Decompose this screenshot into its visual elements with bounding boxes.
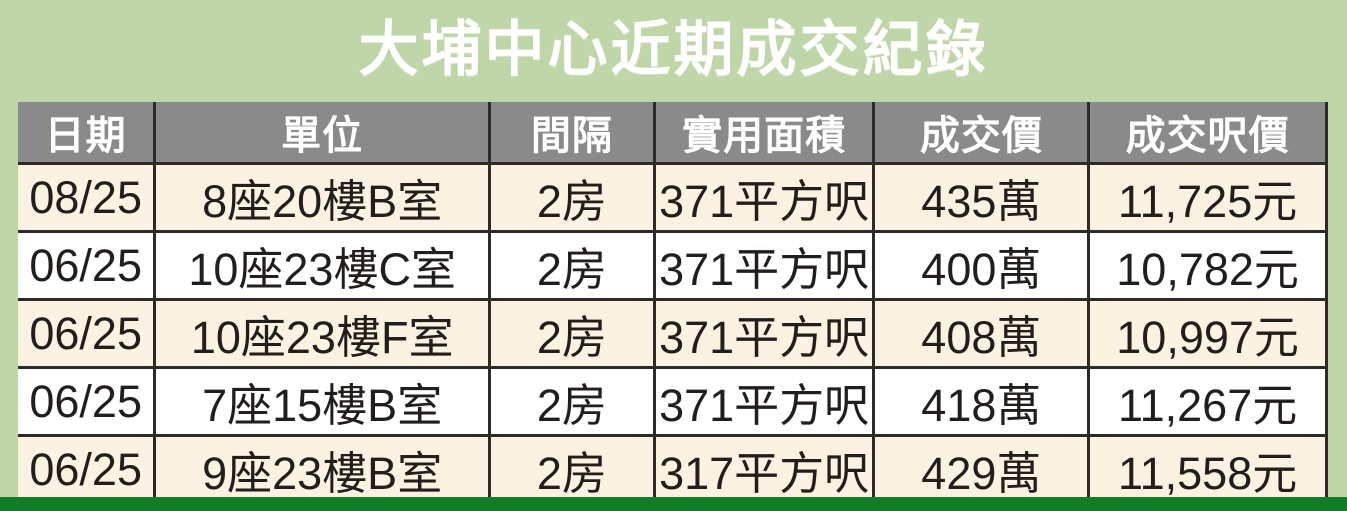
- cell-price: 429萬: [873, 435, 1091, 505]
- cell-layout: 2房: [489, 367, 656, 437]
- cell-date: 06/25: [18, 435, 157, 505]
- cell-date: 06/25: [18, 231, 157, 301]
- col-header-layout: 間隔: [489, 102, 656, 165]
- cell-date: 06/25: [18, 299, 157, 369]
- cell-date: 06/25: [18, 367, 157, 437]
- cell-price-psf: 10,997元: [1088, 299, 1328, 369]
- cell-usable-area: 371平方呎: [654, 231, 876, 301]
- table-row: 06/25 10座23樓C室 2房 371平方呎 400萬 10,782元: [18, 231, 1328, 301]
- cell-unit: 10座23樓C室: [154, 231, 491, 301]
- col-header-price-psf: 成交呎價: [1088, 102, 1328, 165]
- cell-date: 08/25: [18, 163, 157, 233]
- col-header-price: 成交價: [873, 102, 1091, 165]
- cell-usable-area: 317平方呎: [654, 435, 876, 505]
- cell-unit: 7座15樓B室: [154, 367, 491, 437]
- cell-usable-area: 371平方呎: [654, 163, 876, 233]
- cell-price: 418萬: [873, 367, 1091, 437]
- cell-price-psf: 11,725元: [1088, 163, 1328, 233]
- cell-price-psf: 11,558元: [1088, 435, 1328, 505]
- col-header-usable-area: 實用面積: [654, 102, 876, 165]
- transactions-table: 日期 單位 間隔 實用面積 成交價 成交呎價 08/25 8座20樓B室 2房 …: [18, 102, 1328, 505]
- cell-layout: 2房: [489, 299, 656, 369]
- table-row: 08/25 8座20樓B室 2房 371平方呎 435萬 11,725元: [18, 163, 1328, 233]
- table-row: 06/25 9座23樓B室 2房 317平方呎 429萬 11,558元: [18, 435, 1328, 505]
- table-row: 06/25 10座23樓F室 2房 371平方呎 408萬 10,997元: [18, 299, 1328, 369]
- cell-layout: 2房: [489, 435, 656, 505]
- cell-unit: 9座23樓B室: [154, 435, 491, 505]
- header-row: 日期 單位 間隔 實用面積 成交價 成交呎價: [18, 102, 1328, 165]
- table-row: 06/25 7座15樓B室 2房 371平方呎 418萬 11,267元: [18, 367, 1328, 437]
- col-header-unit: 單位: [154, 102, 491, 165]
- cell-layout: 2房: [489, 231, 656, 301]
- cell-layout: 2房: [489, 163, 656, 233]
- cell-price: 400萬: [873, 231, 1091, 301]
- cell-price-psf: 11,267元: [1088, 367, 1328, 437]
- col-header-date: 日期: [18, 102, 157, 165]
- cell-unit: 8座20樓B室: [154, 163, 491, 233]
- cell-usable-area: 371平方呎: [654, 367, 876, 437]
- cell-price: 435萬: [873, 163, 1091, 233]
- table-container: 日期 單位 間隔 實用面積 成交價 成交呎價 08/25 8座20樓B室 2房 …: [18, 102, 1328, 505]
- cell-price-psf: 10,782元: [1088, 231, 1328, 301]
- cell-usable-area: 371平方呎: [654, 299, 876, 369]
- page-title: 大埔中心近期成交紀錄: [358, 16, 989, 83]
- bottom-green-bar: [0, 497, 1347, 511]
- cell-unit: 10座23樓F室: [154, 299, 491, 369]
- cell-price: 408萬: [873, 299, 1091, 369]
